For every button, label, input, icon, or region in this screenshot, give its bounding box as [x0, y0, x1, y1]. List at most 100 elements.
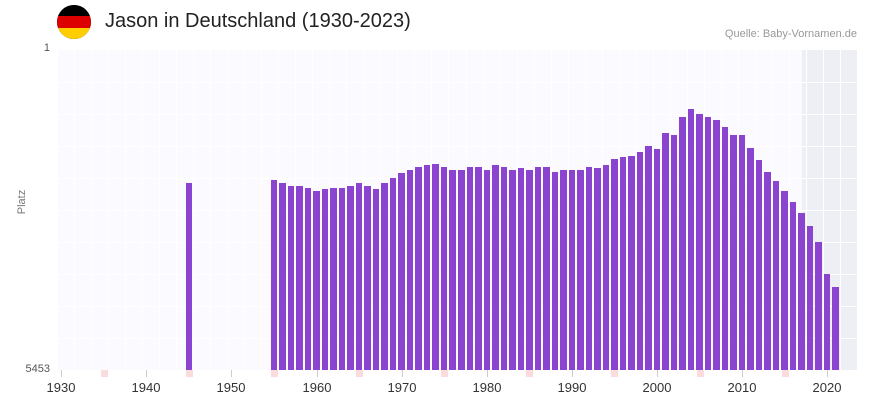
grid-line-vertical	[448, 50, 449, 370]
grid-line-vertical	[602, 50, 603, 370]
chart-bar	[577, 170, 584, 370]
chart-bar	[798, 213, 805, 370]
grid-line-horizontal	[57, 178, 857, 179]
chart-header: Jason in Deutschland (1930-2023) Quelle:…	[0, 0, 873, 45]
chart-bar	[789, 202, 797, 370]
x-tick-major	[402, 370, 403, 377]
grid-line-vertical	[142, 50, 143, 370]
chart-bar	[355, 183, 363, 370]
grid-line-horizontal	[57, 210, 857, 211]
chart-bar	[313, 191, 320, 370]
x-tick-major	[742, 370, 743, 377]
chart-bar	[475, 167, 482, 370]
grid-line-vertical	[636, 50, 637, 370]
grid-line-vertical	[57, 50, 58, 370]
chart-bar	[832, 287, 839, 370]
chart-bar	[500, 167, 508, 370]
chart-bar	[398, 173, 405, 370]
chart-bar	[381, 183, 388, 370]
chart-bar	[696, 114, 703, 370]
chart-bar	[509, 170, 516, 370]
chart-bar	[287, 186, 295, 370]
chart-bar	[483, 170, 491, 370]
x-axis-tick-label: 1930	[46, 380, 76, 395]
grid-line-vertical	[295, 50, 296, 370]
grid-line-horizontal	[57, 146, 857, 147]
x-tick-minor	[101, 370, 108, 377]
grid-line-vertical	[414, 50, 415, 370]
page-title: Jason in Deutschland (1930-2023)	[105, 10, 411, 32]
grid-line-vertical	[346, 50, 347, 370]
x-axis-tick-label: 2020	[812, 380, 842, 395]
grid-line-horizontal	[57, 242, 857, 243]
chart-bar	[755, 160, 763, 370]
grid-line-vertical	[738, 50, 739, 370]
chart-bar	[806, 226, 814, 370]
grid-line-vertical	[687, 50, 688, 370]
grid-line-vertical	[159, 50, 160, 370]
chart-bar	[449, 170, 456, 370]
x-axis-tick-label: 1940	[131, 380, 161, 395]
grid-line-horizontal	[57, 274, 857, 275]
grid-line-vertical	[585, 50, 586, 370]
chart-bar	[747, 148, 754, 370]
grid-line-vertical	[483, 50, 484, 370]
chart-bar	[330, 188, 337, 370]
grid-line-vertical	[312, 50, 313, 370]
chart-bar	[296, 186, 303, 370]
chart-bar	[364, 186, 371, 370]
x-tick-major	[317, 370, 318, 377]
chart-bar	[338, 188, 346, 370]
chart-bar	[321, 189, 329, 370]
x-axis-tick-label: 1990	[557, 380, 587, 395]
grid-line-vertical	[568, 50, 569, 370]
chart-bar	[347, 186, 354, 370]
x-tick-minor	[611, 370, 618, 377]
chart-bar	[568, 170, 576, 370]
chart-bar	[279, 183, 286, 370]
x-tick-major	[231, 370, 232, 377]
grid-line-horizontal	[57, 338, 857, 339]
chart-plot-area	[57, 50, 857, 370]
chart-bar	[628, 156, 635, 370]
flag-stripe-gold	[57, 27, 91, 39]
grid-line-vertical	[500, 50, 501, 370]
x-axis-tick-label: 1980	[472, 380, 502, 395]
chart-bar	[372, 189, 380, 370]
chart-bar	[440, 167, 448, 370]
x-axis-tick-label: 2010	[727, 380, 757, 395]
chart-bar	[560, 170, 567, 370]
chart-bar	[611, 159, 618, 370]
chart-bar	[721, 127, 729, 370]
chart-bar	[823, 274, 831, 370]
x-tick-major	[657, 370, 658, 377]
chart-bar	[389, 178, 397, 370]
flag-stripe-red	[57, 16, 91, 28]
grid-line-vertical	[397, 50, 398, 370]
grid-line-vertical	[193, 50, 194, 370]
germany-flag-icon	[57, 5, 91, 39]
chart-bar	[764, 172, 771, 370]
grid-line-vertical	[534, 50, 535, 370]
grid-line-vertical	[91, 50, 92, 370]
grid-line-vertical	[176, 50, 177, 370]
grid-line-vertical	[551, 50, 552, 370]
chart-bar	[458, 170, 465, 370]
chart-bar	[543, 167, 550, 370]
chart-bar	[645, 146, 652, 370]
grid-line-vertical	[244, 50, 245, 370]
grid-line-vertical	[108, 50, 109, 370]
x-axis-tick-label: 2000	[642, 380, 672, 395]
source-label: Quelle: Baby-Vornamen.de	[724, 28, 857, 40]
x-tick-major	[572, 370, 573, 377]
chart-bar	[602, 165, 610, 370]
grid-line-vertical	[823, 50, 824, 370]
x-tick-major	[61, 370, 62, 377]
grid-line-vertical	[431, 50, 432, 370]
grid-line-vertical	[670, 50, 671, 370]
chart-bar	[619, 157, 627, 370]
x-axis-labels: 1930 1940 1950 1960 1970 1980 1990 2000 2010 2020	[47, 380, 857, 400]
grid-line-vertical	[210, 50, 211, 370]
chart-bar	[772, 181, 780, 370]
